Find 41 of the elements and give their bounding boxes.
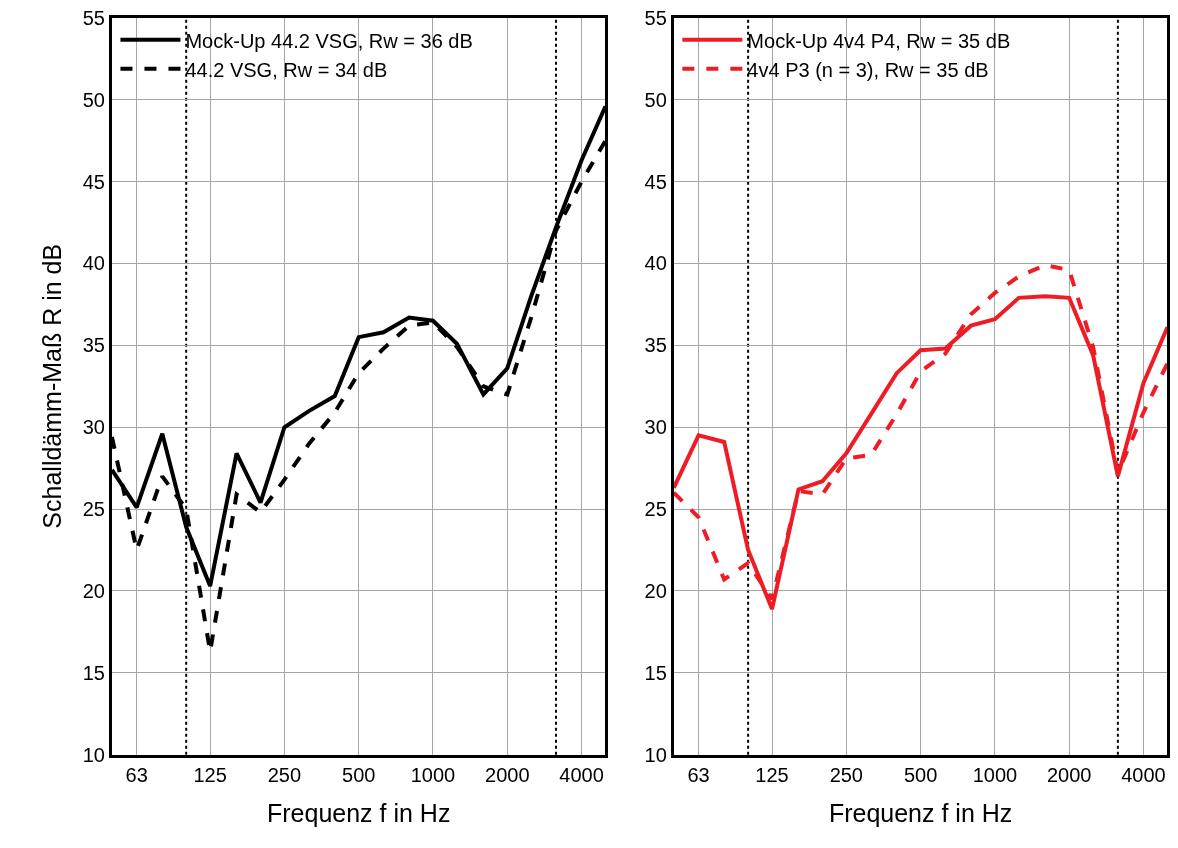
y-tick-label: 10 [82, 743, 105, 766]
y-axis-title: Schalldämm-Maß R in dB [38, 243, 67, 529]
y-tick-label: 40 [644, 252, 667, 275]
y-tick-label: 10 [644, 743, 667, 766]
y-tick-label: 25 [644, 498, 667, 521]
x-tick-label: 125 [755, 763, 789, 786]
y-tick-label: 55 [644, 6, 667, 29]
y-tick-label: 50 [82, 88, 105, 111]
x-tick-label: 4000 [559, 763, 604, 786]
y-tick-label: 50 [644, 88, 667, 111]
x-tick-label: 250 [267, 763, 302, 786]
y-tick-label: 45 [82, 170, 105, 193]
legend-label: Mock-Up 44.2 VSG, Rw = 36 dB [185, 29, 473, 52]
x-tick-label: 63 [125, 763, 148, 786]
y-tick-label: 55 [82, 6, 105, 29]
x-axis-title: Frequenz f in Hz [828, 798, 1013, 827]
x-tick-label: 2000 [1046, 763, 1092, 786]
y-tick-label: 25 [82, 498, 105, 521]
x-tick-label: 250 [829, 763, 863, 786]
x-tick-label: 500 [903, 763, 938, 786]
y-tick-label: 45 [644, 170, 667, 193]
legend-label: 4v4 P3 (n = 3), Rw = 35 dB [747, 58, 989, 81]
y-tick-label: 35 [644, 334, 667, 357]
x-tick-label: 4000 [1121, 763, 1166, 786]
x-tick-label: 1000 [972, 763, 1018, 786]
y-tick-label: 20 [82, 579, 105, 602]
y-tick-label: 30 [82, 416, 105, 439]
x-axis-title: Frequenz f in Hz [266, 798, 451, 827]
x-tick-label: 500 [342, 763, 376, 786]
y-tick-label: 40 [82, 252, 105, 275]
x-tick-label: 125 [193, 763, 227, 786]
x-tick-label: 1000 [410, 763, 456, 786]
y-tick-label: 20 [644, 579, 667, 602]
legend-label: 44.2 VSG, Rw = 34 dB [185, 58, 388, 81]
x-tick-label: 63 [687, 763, 710, 786]
legend-label: Mock-Up 4v4 P4, Rw = 35 dB [747, 29, 1011, 52]
y-tick-label: 15 [644, 661, 667, 684]
y-tick-label: 30 [644, 416, 667, 439]
y-tick-label: 15 [82, 661, 105, 684]
x-tick-label: 2000 [485, 763, 530, 786]
y-tick-label: 35 [82, 334, 105, 357]
